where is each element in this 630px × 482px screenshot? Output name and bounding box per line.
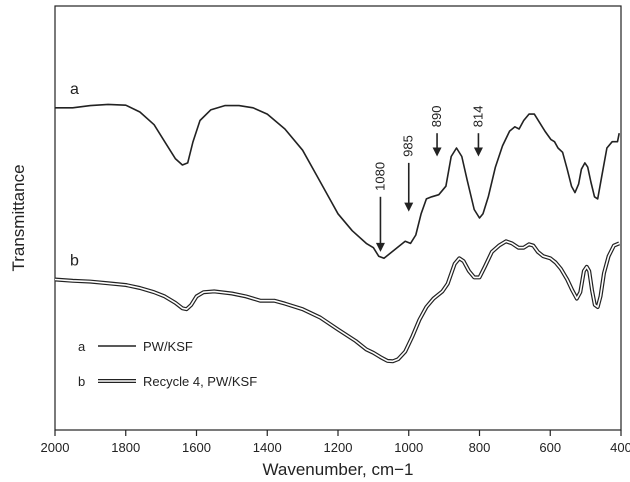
curve-letter-a: a bbox=[70, 81, 79, 98]
series-line bbox=[55, 103, 620, 260]
y-axis-title: Transmittance bbox=[9, 164, 28, 271]
series-a bbox=[55, 103, 620, 260]
annotation-arrow-head bbox=[432, 147, 442, 157]
legend-entry-a: a PW/KSF bbox=[78, 339, 193, 354]
annotation-label: 890 bbox=[429, 105, 444, 127]
x-tick-label: 1200 bbox=[324, 440, 353, 455]
peak-annotations: 1080 985 890 814 bbox=[372, 105, 485, 252]
annotation-label: 985 bbox=[401, 135, 416, 157]
peak-annotation-814: 814 bbox=[470, 105, 485, 157]
peak-annotation-1080: 1080 bbox=[372, 162, 387, 252]
legend-label: Recycle 4, PW/KSF bbox=[143, 374, 257, 389]
peak-annotation-985: 985 bbox=[401, 135, 416, 212]
series-line-outer bbox=[54, 239, 620, 364]
series-b bbox=[54, 239, 620, 364]
x-tick-label: 1800 bbox=[111, 440, 140, 455]
series-line-inner bbox=[54, 240, 620, 363]
legend-letter: a bbox=[78, 339, 86, 354]
x-tick-label: 1600 bbox=[182, 440, 211, 455]
x-tick-label: 600 bbox=[539, 440, 561, 455]
annotation-arrow-head bbox=[473, 147, 483, 157]
x-tick-label: 400 bbox=[610, 440, 630, 455]
legend-letter: b bbox=[78, 374, 85, 389]
x-axis-ticks bbox=[54, 430, 622, 436]
curve-letters: ab bbox=[70, 81, 79, 270]
legend: a PW/KSF b Recycle 4, PW/KSF bbox=[78, 339, 257, 389]
legend-entry-b: b Recycle 4, PW/KSF bbox=[78, 374, 257, 389]
x-tick-label: 1400 bbox=[253, 440, 282, 455]
x-tick-label: 800 bbox=[469, 440, 491, 455]
legend-label: PW/KSF bbox=[143, 339, 193, 354]
peak-annotation-890: 890 bbox=[429, 105, 444, 157]
x-axis-title: Wavenumber, cm−1 bbox=[262, 460, 413, 479]
plot-frame bbox=[54, 5, 622, 431]
x-tick-label: 1000 bbox=[394, 440, 423, 455]
annotation-arrow-head bbox=[375, 242, 385, 252]
curve-letter-b: b bbox=[70, 252, 79, 269]
annotation-label: 1080 bbox=[372, 162, 387, 191]
annotation-arrow-head bbox=[404, 202, 414, 212]
x-axis-tick-labels: 2000 1800 1600 1400 1200 1000 800 600 400 bbox=[41, 440, 630, 455]
series-layer bbox=[54, 103, 620, 364]
annotation-label: 814 bbox=[470, 105, 485, 127]
x-tick-label: 2000 bbox=[41, 440, 70, 455]
